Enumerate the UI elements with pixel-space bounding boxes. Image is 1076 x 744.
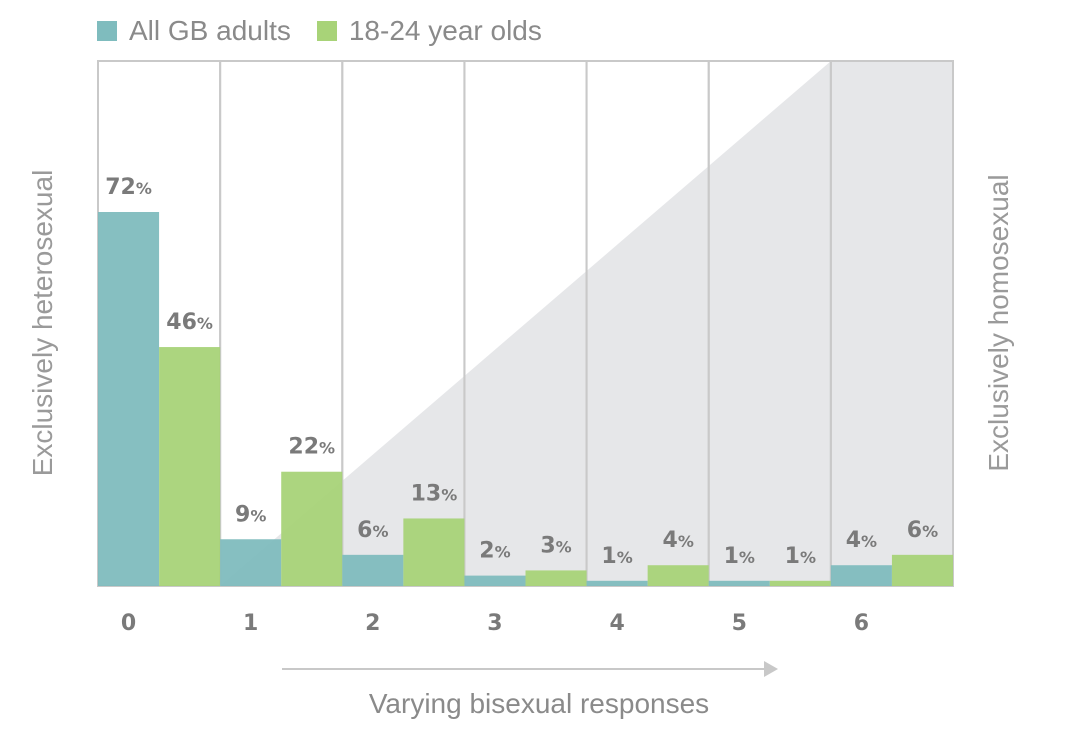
value-label-18-24-6: 6% bbox=[907, 518, 938, 543]
category-labels: 0 1 2 3 4 5 6 bbox=[121, 611, 869, 636]
category-label-0: 0 bbox=[121, 611, 136, 636]
bar-18-24-1 bbox=[281, 471, 343, 586]
legend-item-18-24: 18-24 year olds bbox=[316, 15, 542, 47]
bar-18-24-5 bbox=[769, 580, 831, 586]
bar-all-gb-adults-0 bbox=[98, 212, 160, 586]
x-axis-arrow-head bbox=[764, 661, 778, 677]
bars bbox=[98, 212, 953, 586]
category-label-4: 4 bbox=[609, 611, 624, 636]
x-axis-label: Varying bisexual responses bbox=[369, 688, 709, 719]
category-label-1: 1 bbox=[243, 611, 258, 636]
value-label-18-24-5: 1% bbox=[785, 544, 816, 569]
value-label-all-gb-adults-5: 1% bbox=[724, 544, 755, 569]
value-label-18-24-0: 46% bbox=[166, 310, 213, 335]
value-labels: 72% 46% 9% 22% 6% 13% 2% 3% 1% 4% 1% 1% 4% 6% bbox=[105, 175, 938, 569]
category-label-5: 5 bbox=[732, 611, 747, 636]
bar-18-24-3 bbox=[525, 570, 587, 586]
left-axis-label: Exclusively heterosexual bbox=[27, 170, 58, 477]
bar-all-gb-adults-4 bbox=[586, 580, 648, 586]
bar-18-24-6 bbox=[891, 554, 953, 586]
bar-all-gb-adults-3 bbox=[464, 575, 526, 586]
value-label-18-24-4: 4% bbox=[663, 528, 694, 553]
value-label-18-24-1: 22% bbox=[288, 435, 335, 460]
legend-item-all-gb-adults: All GB adults bbox=[97, 15, 291, 47]
bar-all-gb-adults-2 bbox=[342, 554, 404, 586]
bar-all-gb-adults-1 bbox=[220, 539, 282, 586]
value-label-all-gb-adults-4: 1% bbox=[601, 544, 632, 569]
value-label-18-24-3: 3% bbox=[540, 533, 571, 558]
legend-swatch-18-24 bbox=[316, 21, 337, 41]
value-label-18-24-2: 13% bbox=[411, 481, 458, 506]
bar-18-24-2 bbox=[403, 518, 465, 586]
right-axis-label: Exclusively homosexual bbox=[983, 174, 1014, 471]
category-label-2: 2 bbox=[365, 611, 380, 636]
bar-all-gb-adults-5 bbox=[708, 580, 770, 586]
value-label-all-gb-adults-1: 9% bbox=[235, 502, 266, 527]
legend-label-all-gb-adults: All GB adults bbox=[129, 15, 291, 46]
bar-18-24-4 bbox=[647, 565, 709, 586]
category-label-6: 6 bbox=[854, 611, 869, 636]
category-label-3: 3 bbox=[487, 611, 502, 636]
legend: All GB adults 18-24 year olds bbox=[97, 14, 542, 48]
value-label-all-gb-adults-6: 4% bbox=[846, 528, 877, 553]
value-label-all-gb-adults-2: 6% bbox=[357, 518, 388, 543]
value-label-all-gb-adults-3: 2% bbox=[479, 539, 510, 564]
bar-18-24-0 bbox=[159, 347, 221, 586]
legend-swatch-all-gb-adults bbox=[97, 21, 117, 41]
value-label-all-gb-adults-0: 72% bbox=[105, 175, 152, 200]
bar-all-gb-adults-6 bbox=[830, 565, 892, 586]
legend-label-18-24: 18-24 year olds bbox=[348, 15, 542, 46]
